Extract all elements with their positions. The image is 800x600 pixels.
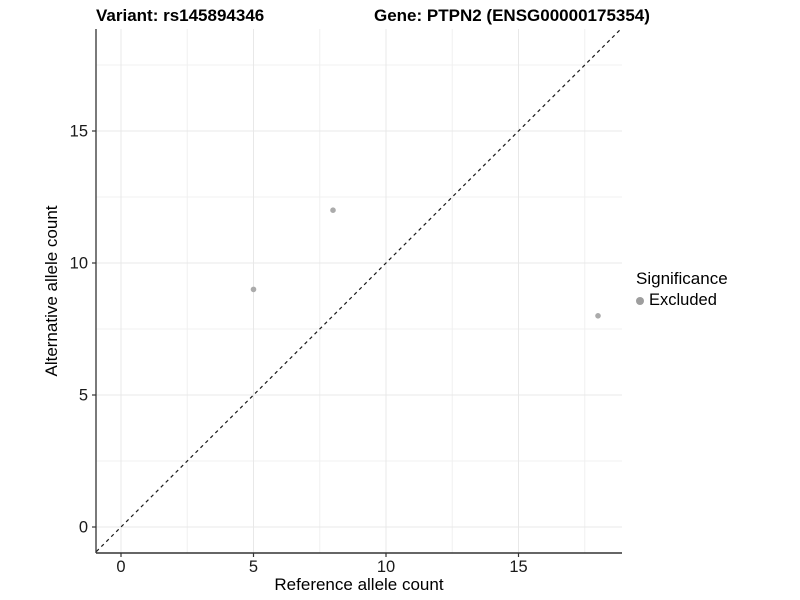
y-tick-label: 5 xyxy=(79,387,88,405)
data-point xyxy=(250,286,257,293)
legend-item-label: Excluded xyxy=(649,291,717,309)
x-axis-title: Reference allele count xyxy=(274,575,444,594)
plot-title-variant: Variant: rs145894346 xyxy=(96,6,265,25)
identity-dashed-line xyxy=(95,28,622,552)
x-tick-label: 5 xyxy=(249,558,258,576)
x-tick-label: 10 xyxy=(377,558,395,576)
y-axis-title-text: Alternative allele count xyxy=(42,205,61,377)
y-tick-label: 15 xyxy=(70,123,88,141)
legend: Significance Excluded xyxy=(636,269,728,310)
legend-item: Excluded xyxy=(636,291,728,310)
x-tick-label: 15 xyxy=(509,558,527,576)
legend-title: Significance xyxy=(636,269,728,288)
y-tick-label: 10 xyxy=(70,255,88,273)
data-point xyxy=(595,313,601,319)
x-tick-label: 0 xyxy=(116,558,125,576)
data-point xyxy=(330,207,336,213)
y-tick-label: 0 xyxy=(79,519,88,537)
legend-point-icon xyxy=(636,296,644,305)
plot-title-gene: Gene: PTPN2 (ENSG00000175354) xyxy=(374,6,650,25)
